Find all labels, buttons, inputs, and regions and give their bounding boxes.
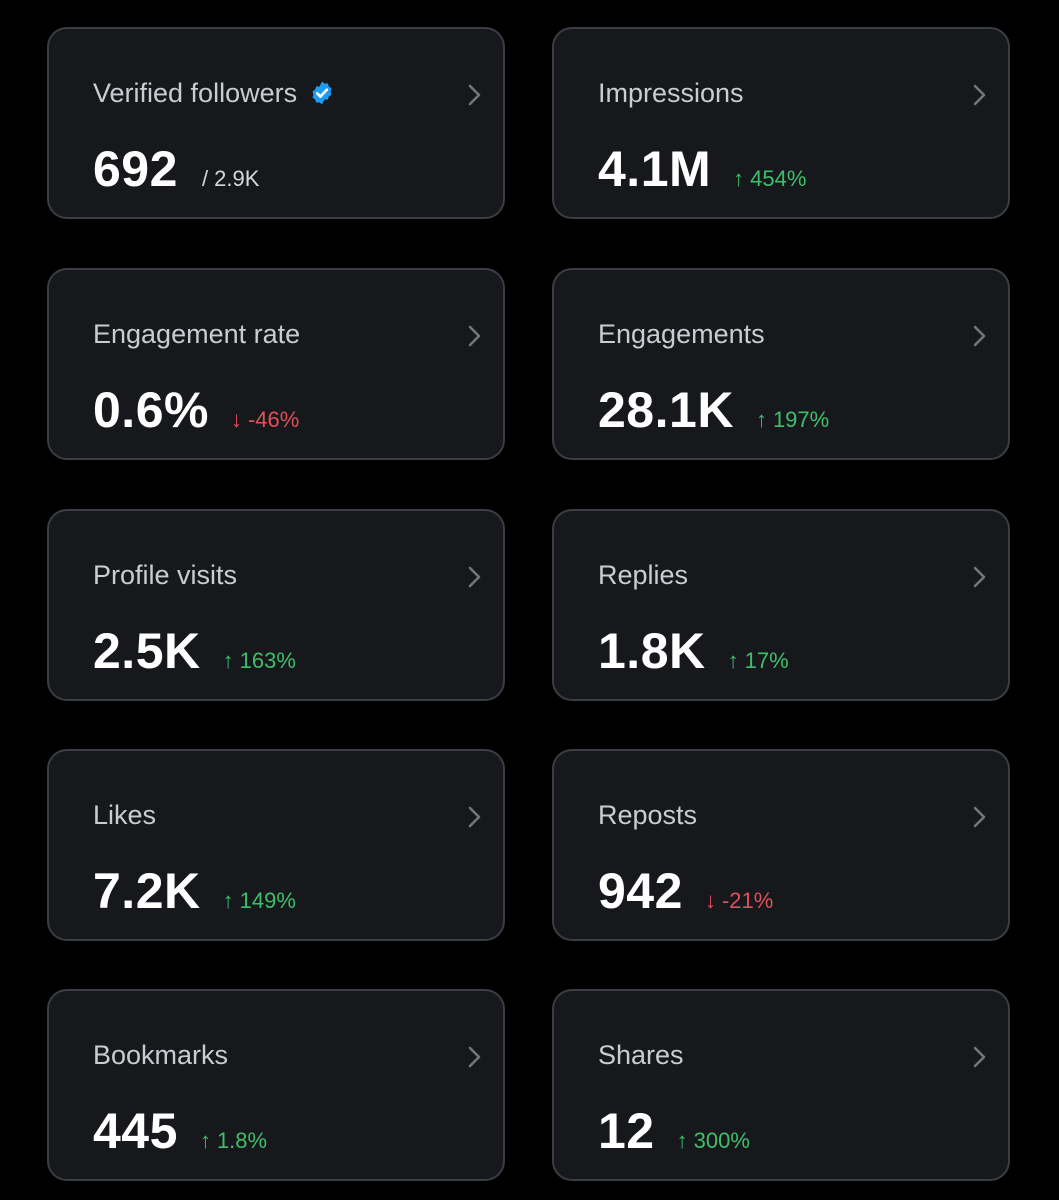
- card-likes[interactable]: Likes 7.2K ↑ 149%: [47, 749, 505, 941]
- metric-delta: ↑ 300%: [677, 1128, 750, 1154]
- metric-delta: ↑ 197%: [756, 407, 829, 433]
- metric-delta: ↑ 454%: [733, 166, 806, 192]
- arrow-up-icon: ↑: [755, 407, 767, 432]
- metric-value: 942: [598, 863, 683, 919]
- metric-value: 445: [93, 1103, 178, 1159]
- card-impressions[interactable]: Impressions 4.1M ↑ 454%: [552, 27, 1010, 219]
- value-row: 12 ↑ 300%: [598, 1103, 750, 1159]
- metric-delta: ↓ -21%: [705, 888, 773, 914]
- card-shares[interactable]: Shares 12 ↑ 300%: [552, 989, 1010, 1181]
- arrow-down-icon: ↓: [704, 888, 716, 913]
- chevron-right-icon[interactable]: [463, 803, 485, 831]
- value-row: 942 ↓ -21%: [598, 863, 773, 919]
- card-title: Shares: [598, 1040, 684, 1070]
- delta-value: -21%: [721, 888, 774, 913]
- delta-value: 17%: [744, 648, 789, 673]
- card-profile-visits[interactable]: Profile visits 2.5K ↑ 163%: [47, 509, 505, 701]
- card-title: Replies: [598, 560, 689, 590]
- arrow-up-icon: ↑: [676, 1128, 688, 1153]
- card-title: Reposts: [598, 800, 698, 830]
- delta-value: 163%: [239, 648, 296, 673]
- value-row: 4.1M ↑ 454%: [598, 141, 806, 197]
- metric-delta: ↑ 149%: [223, 888, 296, 914]
- delta-value: 300%: [693, 1128, 750, 1153]
- chevron-right-icon[interactable]: [968, 1043, 990, 1071]
- arrow-up-icon: ↑: [199, 1128, 211, 1153]
- metric-value: 28.1K: [598, 382, 734, 438]
- arrow-up-icon: ↑: [733, 166, 745, 191]
- card-bookmarks[interactable]: Bookmarks 445 ↑ 1.8%: [47, 989, 505, 1181]
- arrow-up-icon: ↑: [222, 888, 234, 913]
- arrow-down-icon: ↓: [230, 407, 242, 432]
- arrow-up-icon: ↑: [727, 648, 739, 673]
- metric-value: 692: [93, 141, 178, 197]
- chevron-right-icon[interactable]: [968, 322, 990, 350]
- value-row: 692 / 2.9K: [93, 141, 259, 197]
- metric-value: 12: [598, 1103, 655, 1159]
- metric-delta: ↑ 17%: [728, 648, 789, 674]
- delta-value: 149%: [239, 888, 296, 913]
- card-title-label: Verified followers: [93, 78, 298, 108]
- value-row: 7.2K ↑ 149%: [93, 863, 296, 919]
- metric-value: 4.1M: [598, 141, 712, 197]
- chevron-right-icon[interactable]: [463, 322, 485, 350]
- card-reposts[interactable]: Reposts 942 ↓ -21%: [552, 749, 1010, 941]
- card-verified-followers[interactable]: Verified followers 692 / 2.9K: [47, 27, 505, 219]
- chevron-right-icon[interactable]: [968, 81, 990, 109]
- value-row: 0.6% ↓ -46%: [93, 382, 299, 438]
- card-title: Profile visits: [93, 560, 238, 590]
- metric-value: 7.2K: [93, 863, 201, 919]
- delta-value: 1.8%: [216, 1128, 268, 1153]
- chevron-right-icon[interactable]: [463, 1043, 485, 1071]
- metric-value: 2.5K: [93, 623, 201, 679]
- delta-value: -46%: [247, 407, 300, 432]
- chevron-right-icon[interactable]: [463, 563, 485, 591]
- chevron-right-icon[interactable]: [968, 803, 990, 831]
- card-replies[interactable]: Replies 1.8K ↑ 17%: [552, 509, 1010, 701]
- arrow-up-icon: ↑: [222, 648, 234, 673]
- value-row: 445 ↑ 1.8%: [93, 1103, 267, 1159]
- card-title: Likes: [93, 800, 157, 830]
- delta-value: 454%: [750, 166, 807, 191]
- value-row: 2.5K ↑ 163%: [93, 623, 296, 679]
- card-title: Engagement rate: [93, 319, 301, 349]
- metric-delta: ↓ -46%: [231, 407, 299, 433]
- card-title: Bookmarks: [93, 1040, 229, 1070]
- value-row: 28.1K ↑ 197%: [598, 382, 829, 438]
- chevron-right-icon[interactable]: [463, 81, 485, 109]
- verified-badge-icon: [312, 81, 332, 105]
- metric-value: 1.8K: [598, 623, 706, 679]
- card-title: Impressions: [598, 78, 744, 108]
- chevron-right-icon[interactable]: [968, 563, 990, 591]
- card-title: Engagements: [598, 319, 765, 349]
- value-row: 1.8K ↑ 17%: [598, 623, 789, 679]
- card-engagements[interactable]: Engagements 28.1K ↑ 197%: [552, 268, 1010, 460]
- metric-total: / 2.9K: [201, 166, 260, 191]
- metric-value: 0.6%: [93, 382, 209, 438]
- card-title: Verified followers: [93, 77, 335, 109]
- card-engagement-rate[interactable]: Engagement rate 0.6% ↓ -46%: [47, 268, 505, 460]
- metric-delta: ↑ 163%: [223, 648, 296, 674]
- delta-value: 197%: [772, 407, 830, 432]
- metric-delta: ↑ 1.8%: [200, 1128, 267, 1154]
